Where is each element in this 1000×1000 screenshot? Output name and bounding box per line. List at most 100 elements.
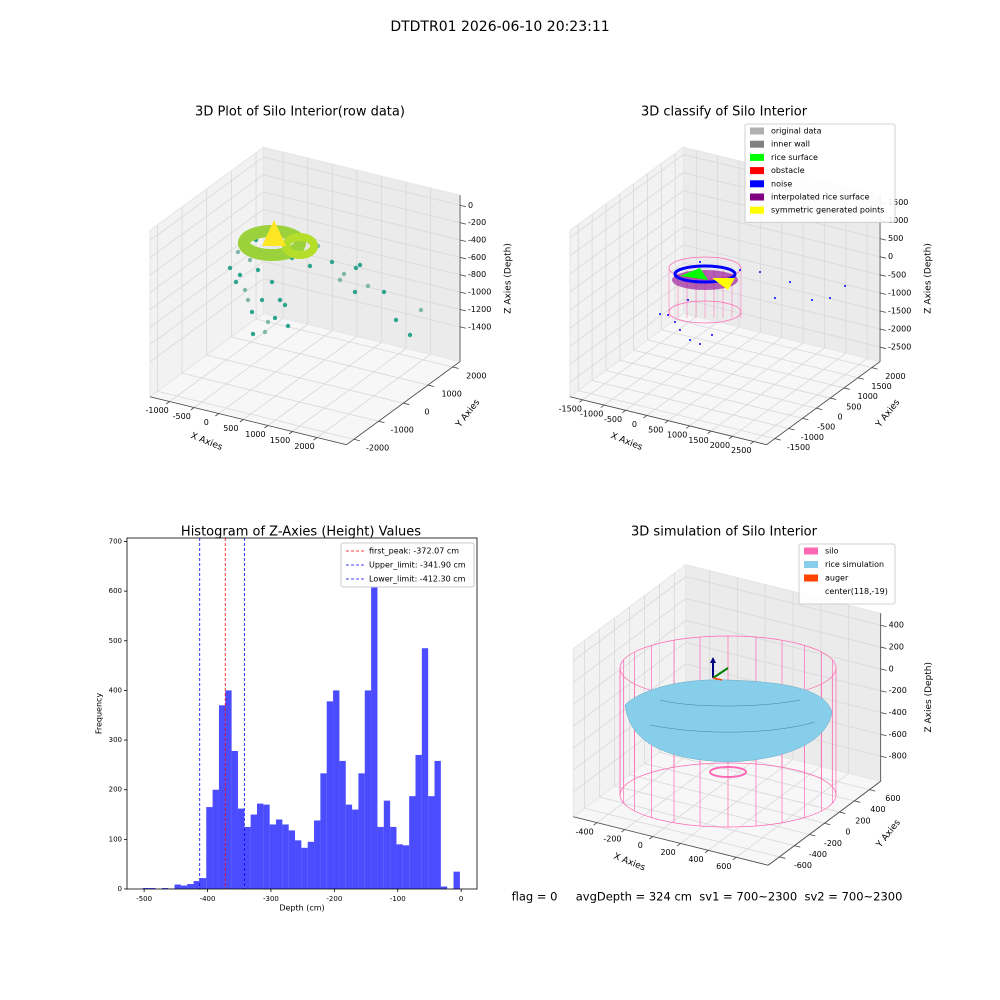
x-tick-label: 200 (660, 848, 675, 857)
z-tick-label: 400 (889, 621, 904, 630)
bar (339, 760, 346, 889)
plot-content (247, 257, 253, 263)
plot-content (227, 265, 233, 271)
grid-line (573, 598, 687, 683)
grid-line (683, 208, 881, 258)
bar (212, 789, 219, 889)
grid-line (647, 339, 845, 389)
grid-line (569, 280, 684, 365)
grid-line (599, 796, 795, 847)
x-axis-label: Depth (cm) (279, 904, 324, 913)
y-tick-label: -400 (809, 850, 827, 859)
plot-content (282, 302, 288, 308)
bar (320, 773, 327, 889)
grid-line (661, 329, 858, 379)
plot-content (659, 256, 846, 345)
bar (250, 814, 257, 889)
tick-mark (880, 755, 887, 759)
legend-label: original data (771, 127, 822, 136)
tick-mark (685, 425, 690, 429)
grid-line (683, 244, 881, 294)
chart-title: 3D Plot of Silo Interior(row data) (195, 105, 405, 120)
axis-line (149, 396, 347, 446)
grid-line (683, 298, 881, 348)
tick-mark (843, 387, 851, 390)
bar (244, 826, 251, 889)
x-tick-label: 1000 (667, 431, 687, 440)
bar (333, 690, 340, 889)
plot-content (250, 331, 256, 337)
y-tick-label: 2000 (466, 371, 486, 380)
legend-label: rice surface (771, 153, 818, 162)
chart-title: 3D classify of Silo Interior (641, 105, 808, 120)
tick-mark (190, 407, 195, 411)
x-tick-label: -400 (576, 827, 594, 836)
x-tick-label: -200 (603, 834, 621, 843)
z-axis-label: Z Axies (Depth) (504, 243, 514, 314)
x-tick-label: -1000 (146, 406, 169, 415)
tick-mark (664, 420, 669, 424)
tick-mark (452, 366, 459, 369)
y-tick-label: 600 (109, 587, 122, 595)
plot-content (307, 263, 313, 269)
x-tick-label: 0 (632, 420, 637, 429)
tick-mark (239, 419, 244, 423)
tick-mark (288, 431, 293, 435)
grid-line (263, 174, 461, 224)
tick-mark (879, 310, 887, 313)
x-tick-label: -1000 (580, 410, 603, 419)
plot-content (353, 265, 359, 271)
plot-content (249, 309, 255, 315)
y-tick-label: 1000 (441, 389, 461, 398)
bar (180, 885, 188, 889)
tick-mark (459, 291, 467, 294)
plot-content (227, 220, 424, 338)
axis-line (573, 816, 769, 866)
plot-content (233, 279, 239, 285)
legend-swatch (750, 206, 764, 214)
z-tick-label: 1500 (888, 198, 908, 207)
tick-mark (649, 836, 653, 840)
grid-line (592, 380, 789, 429)
plot-content (659, 256, 846, 345)
bar (199, 878, 207, 889)
tick-mark (427, 384, 434, 387)
chart-title: 3D simulation of Silo Interior (631, 525, 818, 540)
z-tick-label: 1000 (888, 216, 908, 225)
grid-line (689, 342, 804, 427)
y-tick-label: 100 (109, 835, 122, 843)
y-tick-label: -2000 (366, 444, 389, 453)
y-tick-label: 0 (118, 885, 122, 893)
tick-mark (732, 856, 737, 861)
grid-line (149, 209, 264, 293)
x-tick-label: 0 (459, 895, 463, 903)
tick-mark (839, 811, 846, 814)
grid-line (573, 620, 687, 705)
grid-line (206, 354, 404, 404)
plot-content (227, 220, 424, 338)
x-tick-label: -100 (390, 895, 406, 903)
grid-line (582, 316, 697, 401)
y-tick-label: 0 (424, 407, 429, 416)
tick-mark (794, 845, 801, 848)
plot-content (357, 262, 363, 268)
plot-content (774, 297, 776, 299)
legend-box (340, 542, 475, 588)
x-tick-label: 0 (638, 841, 643, 850)
tick-mark (880, 646, 887, 649)
x-axis-label: X Axies (609, 431, 644, 453)
grid-line (569, 226, 684, 311)
tick-mark (857, 377, 864, 380)
plot-content (679, 329, 681, 331)
tick-mark (459, 256, 467, 260)
z-tick-label: -2500 (888, 343, 911, 352)
y-tick-label: -1500 (787, 443, 810, 452)
bar (149, 888, 156, 889)
legend-label: Lower_limit: -412.30 cm (369, 575, 466, 584)
bar (364, 690, 372, 889)
grid-line (181, 372, 379, 422)
bar (428, 796, 435, 889)
plot-content (712, 677, 723, 681)
x-tick-label: -200 (326, 895, 342, 903)
z-tick-label: -1200 (468, 305, 491, 314)
